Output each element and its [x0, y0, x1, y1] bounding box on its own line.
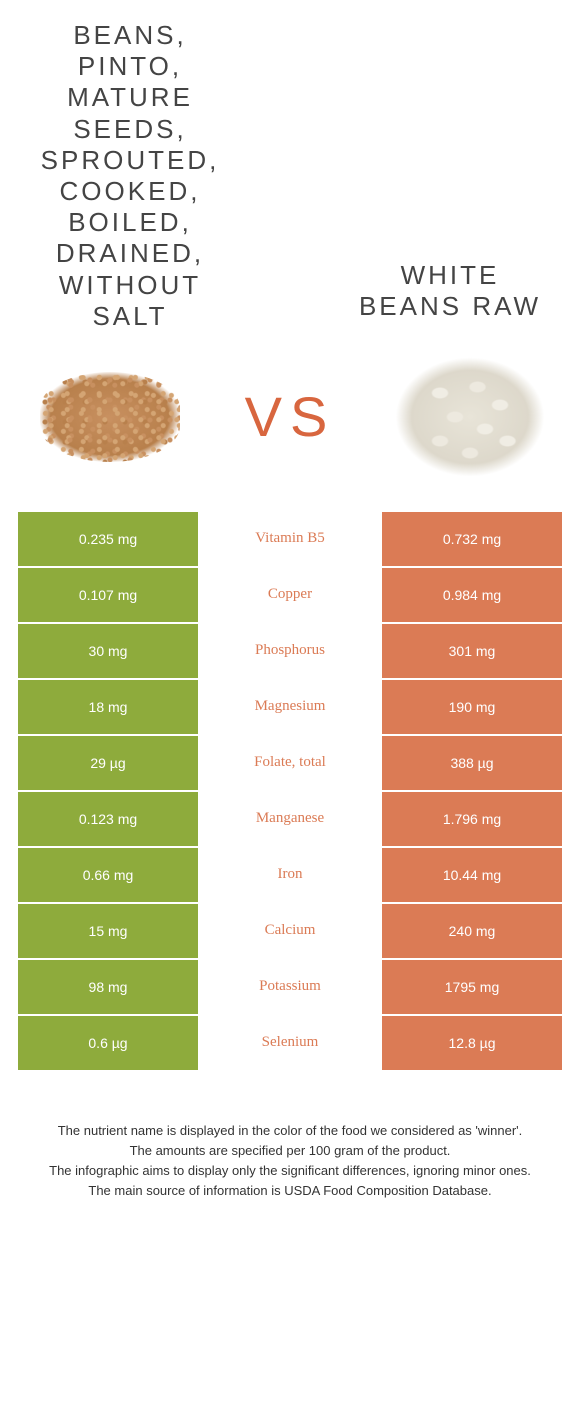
left-food-title: BEANS, PINTO, MATURE SEEDS, SPROUTED, CO… [30, 20, 230, 332]
footer-line: The nutrient name is displayed in the co… [30, 1122, 550, 1140]
left-value: 0.107 mg [18, 568, 198, 622]
table-row: 98 mgPotassium1795 mg [18, 960, 562, 1014]
left-value: 0.123 mg [18, 792, 198, 846]
left-value: 98 mg [18, 960, 198, 1014]
nutrient-name: Selenium [198, 1016, 382, 1070]
vs-label: VS [245, 384, 336, 449]
left-value: 30 mg [18, 624, 198, 678]
table-row: 0.107 mgCopper0.984 mg [18, 568, 562, 622]
left-value: 0.66 mg [18, 848, 198, 902]
right-value: 301 mg [382, 624, 562, 678]
right-value: 190 mg [382, 680, 562, 734]
right-value: 1795 mg [382, 960, 562, 1014]
right-food-image [390, 352, 550, 482]
nutrient-name: Vitamin B5 [198, 512, 382, 566]
table-row: 0.66 mgIron10.44 mg [18, 848, 562, 902]
nutrient-name: Manganese [198, 792, 382, 846]
images-row: VS [0, 342, 580, 512]
white-beans-icon [395, 357, 545, 477]
table-row: 18 mgMagnesium190 mg [18, 680, 562, 734]
left-value: 0.6 µg [18, 1016, 198, 1070]
nutrient-name: Iron [198, 848, 382, 902]
right-value: 0.732 mg [382, 512, 562, 566]
nutrient-name: Potassium [198, 960, 382, 1014]
footer-notes: The nutrient name is displayed in the co… [0, 1072, 580, 1233]
left-value: 29 µg [18, 736, 198, 790]
nutrient-name: Magnesium [198, 680, 382, 734]
table-row: 29 µgFolate, total388 µg [18, 736, 562, 790]
right-food-title: WHITE BEANS RAW [350, 260, 550, 322]
footer-line: The main source of information is USDA F… [30, 1182, 550, 1200]
right-value: 1.796 mg [382, 792, 562, 846]
left-food-image [30, 352, 190, 482]
nutrient-name: Phosphorus [198, 624, 382, 678]
nutrient-name: Calcium [198, 904, 382, 958]
table-row: 0.123 mgManganese1.796 mg [18, 792, 562, 846]
right-value: 240 mg [382, 904, 562, 958]
pinto-beans-icon [40, 372, 180, 462]
nutrient-table: 0.235 mgVitamin B50.732 mg0.107 mgCopper… [0, 512, 580, 1070]
left-value: 18 mg [18, 680, 198, 734]
nutrient-name: Copper [198, 568, 382, 622]
table-row: 0.6 µgSelenium12.8 µg [18, 1016, 562, 1070]
left-value: 0.235 mg [18, 512, 198, 566]
table-row: 0.235 mgVitamin B50.732 mg [18, 512, 562, 566]
table-row: 15 mgCalcium240 mg [18, 904, 562, 958]
table-row: 30 mgPhosphorus301 mg [18, 624, 562, 678]
header: BEANS, PINTO, MATURE SEEDS, SPROUTED, CO… [0, 0, 580, 342]
left-value: 15 mg [18, 904, 198, 958]
nutrient-name: Folate, total [198, 736, 382, 790]
right-value: 12.8 µg [382, 1016, 562, 1070]
footer-line: The infographic aims to display only the… [30, 1162, 550, 1180]
footer-line: The amounts are specified per 100 gram o… [30, 1142, 550, 1160]
right-value: 10.44 mg [382, 848, 562, 902]
right-value: 0.984 mg [382, 568, 562, 622]
right-value: 388 µg [382, 736, 562, 790]
